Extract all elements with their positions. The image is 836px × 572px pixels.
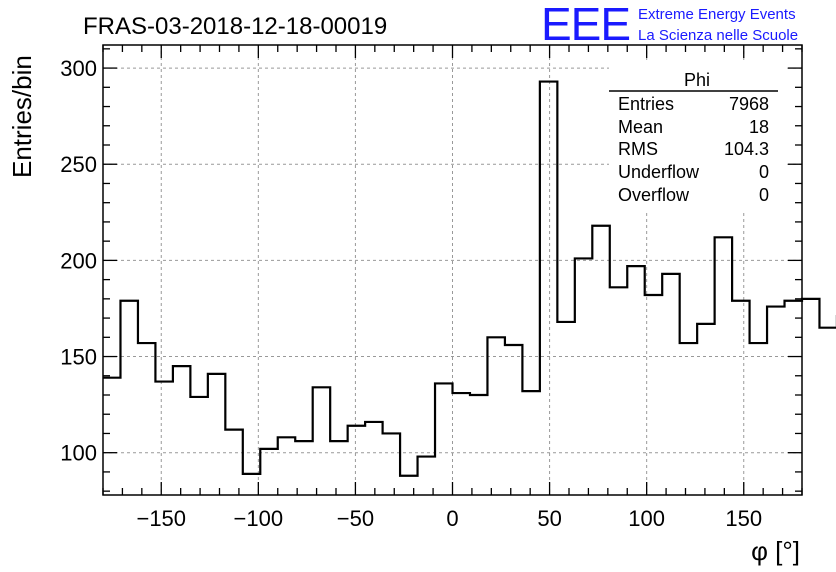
stats-label-overflow: Overflow <box>618 185 690 205</box>
stats-box-background <box>609 63 784 213</box>
plot-title: FRAS-03-2018-12-18-00019 <box>83 13 387 40</box>
stats-value-mean: 18 <box>749 117 769 137</box>
histogram-bins <box>103 80 836 477</box>
x-tick-label: −50 <box>337 506 374 531</box>
x-tick-label: 0 <box>446 506 458 531</box>
stats-value-overflow: 0 <box>759 185 769 205</box>
x-tick-label: 100 <box>628 506 665 531</box>
grid-lines <box>103 45 802 495</box>
y-tick-label: 250 <box>60 152 97 177</box>
x-tick-label: −150 <box>136 506 186 531</box>
stats-label-underflow: Underflow <box>618 162 700 182</box>
x-tick-labels: −150 −100 −50 0 50 100 150 <box>136 506 762 531</box>
y-tick-label: 100 <box>60 441 97 466</box>
histogram-outline <box>103 80 836 477</box>
logo-line-2: La Scienza nelle Scuole <box>638 27 798 44</box>
y-tick-label: 150 <box>60 345 97 370</box>
x-tick-label: −100 <box>234 506 284 531</box>
x-tick-label: 50 <box>537 506 561 531</box>
stats-label-rms: RMS <box>618 139 658 159</box>
axis-ticks <box>102 45 803 495</box>
y-axis-title: Entries/bin <box>7 55 37 178</box>
stats-label-mean: Mean <box>618 117 663 137</box>
logo-eee-text: EEE <box>541 0 630 50</box>
y-tick-labels: 100 150 200 250 300 <box>60 56 97 466</box>
y-tick-label: 300 <box>60 56 97 81</box>
stats-value-rms: 104.3 <box>724 139 769 159</box>
stats-title: Phi <box>684 70 710 90</box>
x-tick-label: 150 <box>725 506 762 531</box>
x-axis-title: φ [°] <box>751 536 800 566</box>
stats-value-underflow: 0 <box>759 162 769 182</box>
stats-label-entries: Entries <box>618 94 674 114</box>
stats-box: Phi Entries 7968 Mean 18 RMS 104.3 Under… <box>609 63 784 213</box>
logo-line-1: Extreme Energy Events <box>638 6 796 23</box>
stats-value-entries: 7968 <box>729 94 769 114</box>
eee-logo: EEE Extreme Energy Events La Scienza nel… <box>541 0 798 50</box>
y-tick-label: 200 <box>60 248 97 273</box>
